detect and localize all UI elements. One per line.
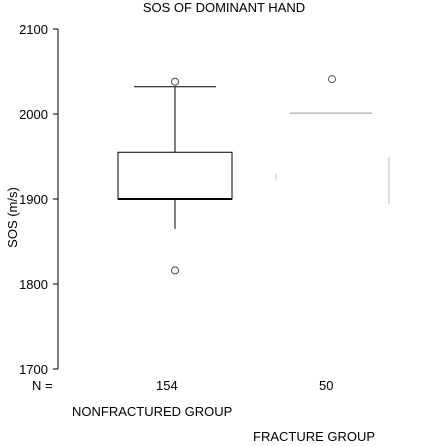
group-2-outlier (328, 75, 336, 84)
y-tick-label: 1900 (19, 192, 48, 207)
group-1-outlier (171, 77, 179, 86)
group-2-n: 50 (319, 378, 334, 393)
y-tick-label: 1800 (19, 277, 48, 292)
group-1-box (117, 151, 233, 200)
chart-title: SOS OF DOMINANT HAND (142, 0, 306, 15)
group-1-label: NONFRACTURED GROUP (72, 404, 233, 419)
y-tick-label: 2100 (19, 22, 48, 37)
y-tick-label: 1700 (19, 362, 48, 377)
y-tick-label: 2000 (19, 107, 48, 122)
n-label: N = (32, 378, 53, 393)
group-2-label: FRACTURE GROUP (253, 429, 376, 444)
group-1-n: 154 (156, 378, 178, 393)
group-1-outlier (171, 266, 179, 275)
